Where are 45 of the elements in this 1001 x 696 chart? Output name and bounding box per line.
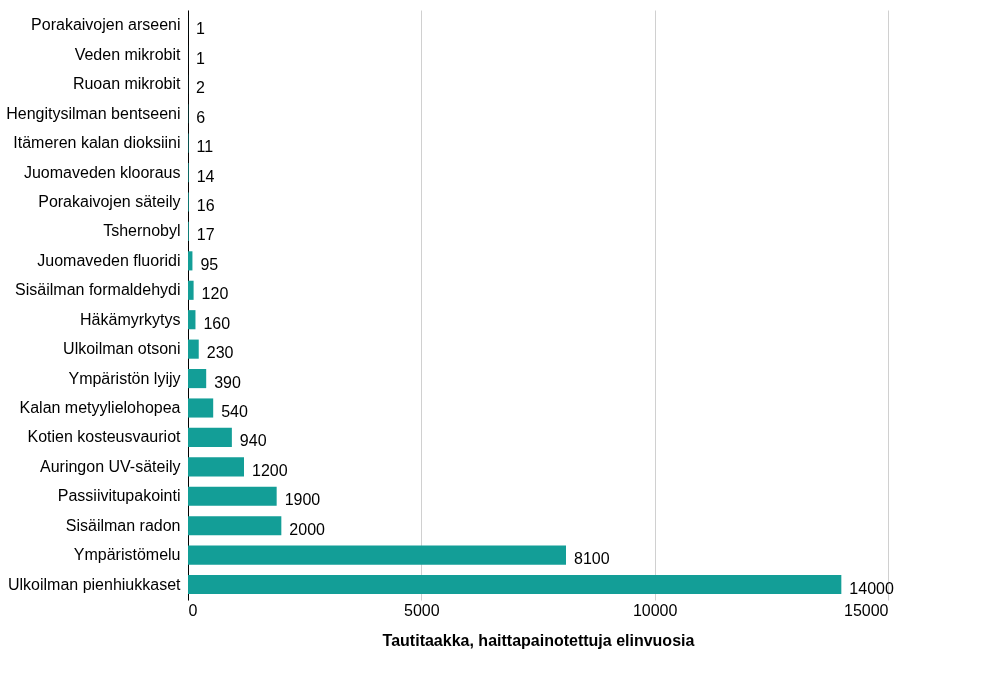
y-tick-label: Juomaveden klooraus bbox=[23, 163, 181, 181]
y-tick-label: Häkämyrkytys bbox=[80, 310, 181, 328]
y-tick-label: Ympäristön lyijy bbox=[68, 369, 181, 387]
y-tick-label: Ulkoilman otsoni bbox=[63, 340, 181, 358]
data-label: 1200 bbox=[252, 461, 288, 479]
y-tick-label: Porakaivojen säteily bbox=[38, 193, 181, 211]
y-tick-label: Itämeren kalan dioksiini bbox=[13, 134, 181, 152]
y-tick-label: Passiivitupakointi bbox=[57, 487, 181, 505]
y-tick-label: Ympäristömelu bbox=[73, 546, 181, 564]
data-label: 160 bbox=[203, 314, 231, 332]
data-label: 8100 bbox=[574, 550, 610, 568]
y-tick-label: Ruoan mikrobit bbox=[72, 75, 182, 93]
y-tick-label: Kotien kosteusvauriot bbox=[27, 428, 182, 446]
y-tick-label: Ulkoilman pienhiukkaset bbox=[7, 575, 182, 593]
y-tick-label: Juomaveden fluoridi bbox=[37, 251, 181, 269]
data-label: 95 bbox=[200, 255, 219, 273]
y-tick-label: Auringon UV-säteily bbox=[39, 457, 181, 475]
data-label: 1 bbox=[196, 20, 206, 38]
data-label: 120 bbox=[201, 285, 229, 303]
data-label: 940 bbox=[239, 432, 267, 450]
x-tick-label: 5000 bbox=[404, 601, 440, 619]
y-tick-label: Kalan metyylielohopea bbox=[19, 398, 181, 416]
data-label: 11 bbox=[196, 138, 214, 156]
data-label: 2000 bbox=[289, 520, 326, 538]
data-label: 17 bbox=[196, 226, 215, 244]
y-tick-label: Tshernobyl bbox=[103, 222, 181, 240]
data-label: 230 bbox=[206, 344, 234, 362]
data-label: 2 bbox=[196, 79, 206, 97]
data-label: 390 bbox=[214, 373, 241, 391]
y-tick-label: Veden mikrobit bbox=[74, 45, 182, 63]
data-label: 14000 bbox=[849, 579, 894, 597]
data-label: 1 bbox=[196, 49, 206, 67]
data-label: 540 bbox=[221, 402, 248, 420]
y-tick-label: Sisäilman radon bbox=[65, 516, 181, 534]
y-tick-label: Hengitysilman bentseeni bbox=[6, 104, 181, 122]
x-tick-label: 15000 bbox=[844, 601, 889, 619]
x-tick-label: 10000 bbox=[632, 601, 678, 619]
data-label: 1900 bbox=[284, 491, 321, 509]
y-tick-label: Sisäilman formaldehydi bbox=[15, 281, 181, 299]
x-tick-label: 0 bbox=[188, 601, 198, 619]
data-label: 16 bbox=[196, 197, 215, 215]
x-axis-title: Tautitaakka, haittapainotettuja elinvuosia bbox=[382, 631, 695, 649]
data-label: 14 bbox=[196, 167, 215, 185]
data-label: 6 bbox=[196, 108, 206, 126]
y-tick-label: Porakaivojen arseeni bbox=[31, 16, 181, 34]
